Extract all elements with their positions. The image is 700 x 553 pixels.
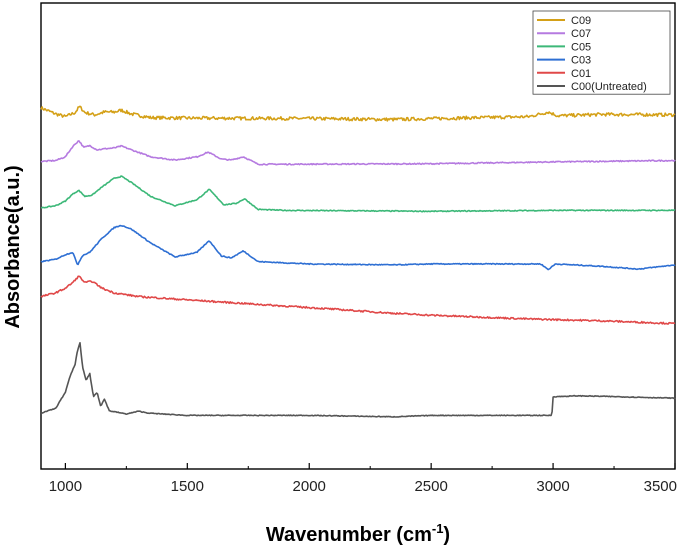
- plot-frame: [40, 2, 676, 470]
- x-tick-label-6: 3500: [644, 478, 677, 495]
- series-line-2: [40, 140, 676, 166]
- series-line-3: [40, 175, 676, 213]
- series-layer: [40, 105, 676, 418]
- legend-label-3: C05: [571, 41, 591, 53]
- x-axis: 1000 1500 2000 2500 3000 3500: [49, 463, 677, 495]
- legend-label-5: C01: [571, 68, 591, 80]
- x-axis-title: Wavenumber (cm-1): [266, 521, 450, 546]
- x-tick-label-5: 3000: [536, 478, 569, 495]
- series-line-4: [40, 224, 676, 271]
- x-tick-label-3: 2000: [293, 478, 326, 495]
- legend-label-6: C00(Untreated): [571, 81, 647, 93]
- x-tick-label-1: 1000: [49, 478, 82, 495]
- legend-label-4: C03: [571, 55, 591, 67]
- legend-label-2: C07: [571, 28, 591, 40]
- series-line-5: [40, 275, 676, 325]
- series-line-6: [40, 342, 676, 418]
- y-axis-title: Absorbance(a.u.): [2, 165, 24, 328]
- legend-label-1: C09: [571, 15, 591, 27]
- legend-box: [532, 10, 671, 95]
- series-line-1: [40, 105, 676, 122]
- x-tick-label-4: 2500: [414, 478, 447, 495]
- x-tick-label-2: 1500: [171, 478, 204, 495]
